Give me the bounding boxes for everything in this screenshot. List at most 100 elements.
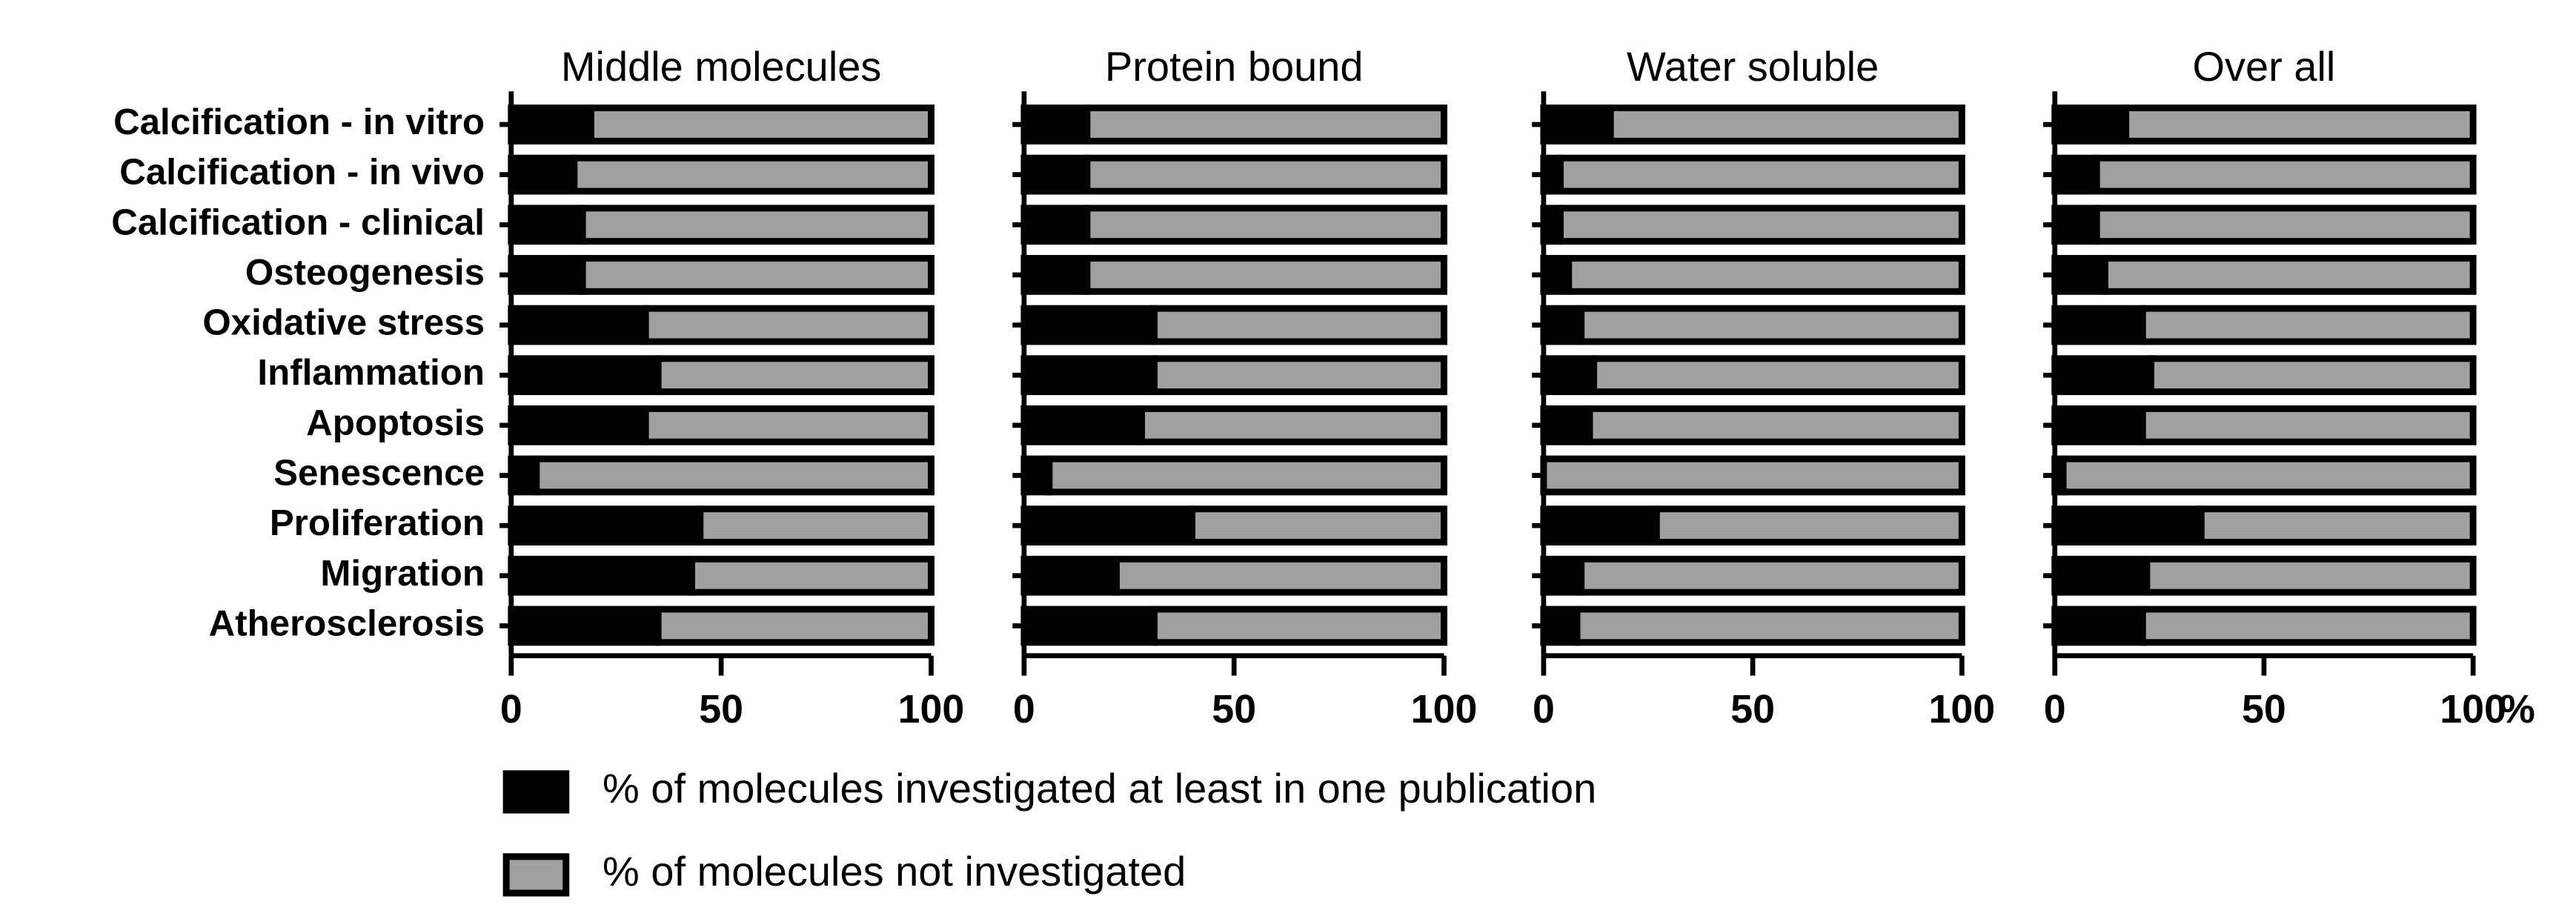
category-label: Calcification - clinical [111, 202, 485, 242]
bar-segment [508, 405, 649, 445]
category-label: Migration [320, 553, 485, 594]
bar-segment [1083, 205, 1448, 245]
legend-label: % of molecules not investigated [602, 848, 1186, 895]
x-tick-label: 100 [2440, 687, 2506, 731]
category-label: Oxidative stress [202, 302, 485, 343]
bar-segment [1540, 555, 1585, 596]
bar-segment [508, 555, 695, 596]
bar-segment [1540, 305, 1585, 345]
bar-segment [1151, 305, 1448, 345]
bar-segment [571, 154, 935, 195]
bar-segment [2139, 405, 2477, 445]
bar-segment [1578, 305, 1965, 345]
bar-segment [533, 455, 935, 496]
bar-segment [1020, 555, 1121, 596]
bar-segment [1138, 405, 1448, 445]
bar-segment [2148, 355, 2477, 396]
bar-segment [2059, 455, 2477, 496]
bar-segment [1083, 255, 1448, 295]
bar-segment [1540, 455, 1965, 496]
panel-title: Protein bound [1105, 43, 1364, 90]
bar-segment [1578, 555, 1965, 596]
bar-segment [508, 355, 662, 396]
bar-segment [2051, 405, 2146, 445]
bar-segment [508, 104, 594, 145]
x-tick-label: 100 [1411, 687, 1478, 731]
category-label: Inflammation [257, 352, 485, 393]
panel-title: Over all [2192, 43, 2335, 90]
bar-segment [1020, 355, 1158, 396]
bar-segment [1540, 405, 1593, 445]
bar-segment [2051, 505, 2205, 546]
bar-segment [1540, 255, 1573, 295]
bar-segment [2197, 505, 2477, 546]
bar-segment [1653, 505, 1965, 546]
bar-segment [2051, 154, 2100, 195]
bar-segment [1020, 104, 1091, 145]
bar-segment [1189, 505, 1448, 546]
bar-segment [508, 205, 586, 245]
bar-segment [508, 154, 578, 195]
bar-segment [2051, 555, 2151, 596]
bar-segment [1540, 505, 1660, 546]
bar-segment [688, 555, 935, 596]
bar-segment [2051, 205, 2100, 245]
x-tick-label: 50 [1212, 687, 1256, 731]
bar-segment [2101, 255, 2477, 295]
x-tick-label: 0 [500, 687, 522, 731]
bar-segment [2139, 606, 2477, 646]
legend-swatch [502, 853, 570, 897]
category-label: Calcification - in vitro [113, 102, 485, 142]
x-tick-label: 0 [2044, 687, 2066, 731]
bar-segment [508, 255, 586, 295]
x-axis-label: % [2500, 687, 2535, 731]
x-tick-label: 100 [1928, 687, 1995, 731]
bar-segment [1020, 405, 1146, 445]
bar-segment [1557, 154, 1965, 195]
bar-segment [2051, 305, 2146, 345]
category-label: Atherosclerosis [209, 603, 485, 643]
bar-segment [2051, 606, 2146, 646]
bar-segment [642, 405, 935, 445]
bar-segment [2093, 154, 2477, 195]
bar-segment [1565, 255, 1965, 295]
bar-segment [1151, 606, 1448, 646]
bar-segment [1540, 606, 1581, 646]
legend-label: % of molecules investigated at least in … [602, 765, 1596, 812]
bar-segment [697, 505, 935, 546]
legend-swatch [502, 770, 570, 814]
panel-title: Middle molecules [561, 43, 881, 90]
bar-segment [579, 205, 935, 245]
bar-segment [1540, 104, 1614, 145]
bar-segment [2051, 355, 2155, 396]
bar-segment [508, 505, 704, 546]
bar-segment [1020, 505, 1196, 546]
bar-segment [1020, 305, 1158, 345]
bar-segment [654, 355, 935, 396]
category-label: Calcification - in vivo [119, 152, 485, 193]
category-label: Apoptosis [306, 402, 485, 443]
bar-segment [1590, 355, 1965, 396]
bar-segment [1540, 355, 1598, 396]
bar-segment [1586, 405, 1965, 445]
category-label: Osteogenesis [245, 252, 485, 293]
bar-segment [1083, 154, 1448, 195]
bar-segment [2122, 104, 2477, 145]
bar-segment [579, 255, 935, 295]
x-tick-label: 50 [699, 687, 743, 731]
bar-segment [588, 104, 935, 145]
bar-segment [1046, 455, 1448, 496]
bar-segment [1151, 355, 1448, 396]
bar-segment [508, 305, 649, 345]
x-tick-label: 0 [1533, 687, 1555, 731]
x-tick-label: 0 [1013, 687, 1035, 731]
bar-segment [1020, 606, 1158, 646]
x-tick-label: 100 [898, 687, 965, 731]
bar-segment [1083, 104, 1448, 145]
bar-segment [2051, 104, 2130, 145]
bar-segment [508, 606, 662, 646]
bar-segment [2093, 205, 2477, 245]
bar-segment [1573, 606, 1965, 646]
bar-segment [1113, 555, 1448, 596]
